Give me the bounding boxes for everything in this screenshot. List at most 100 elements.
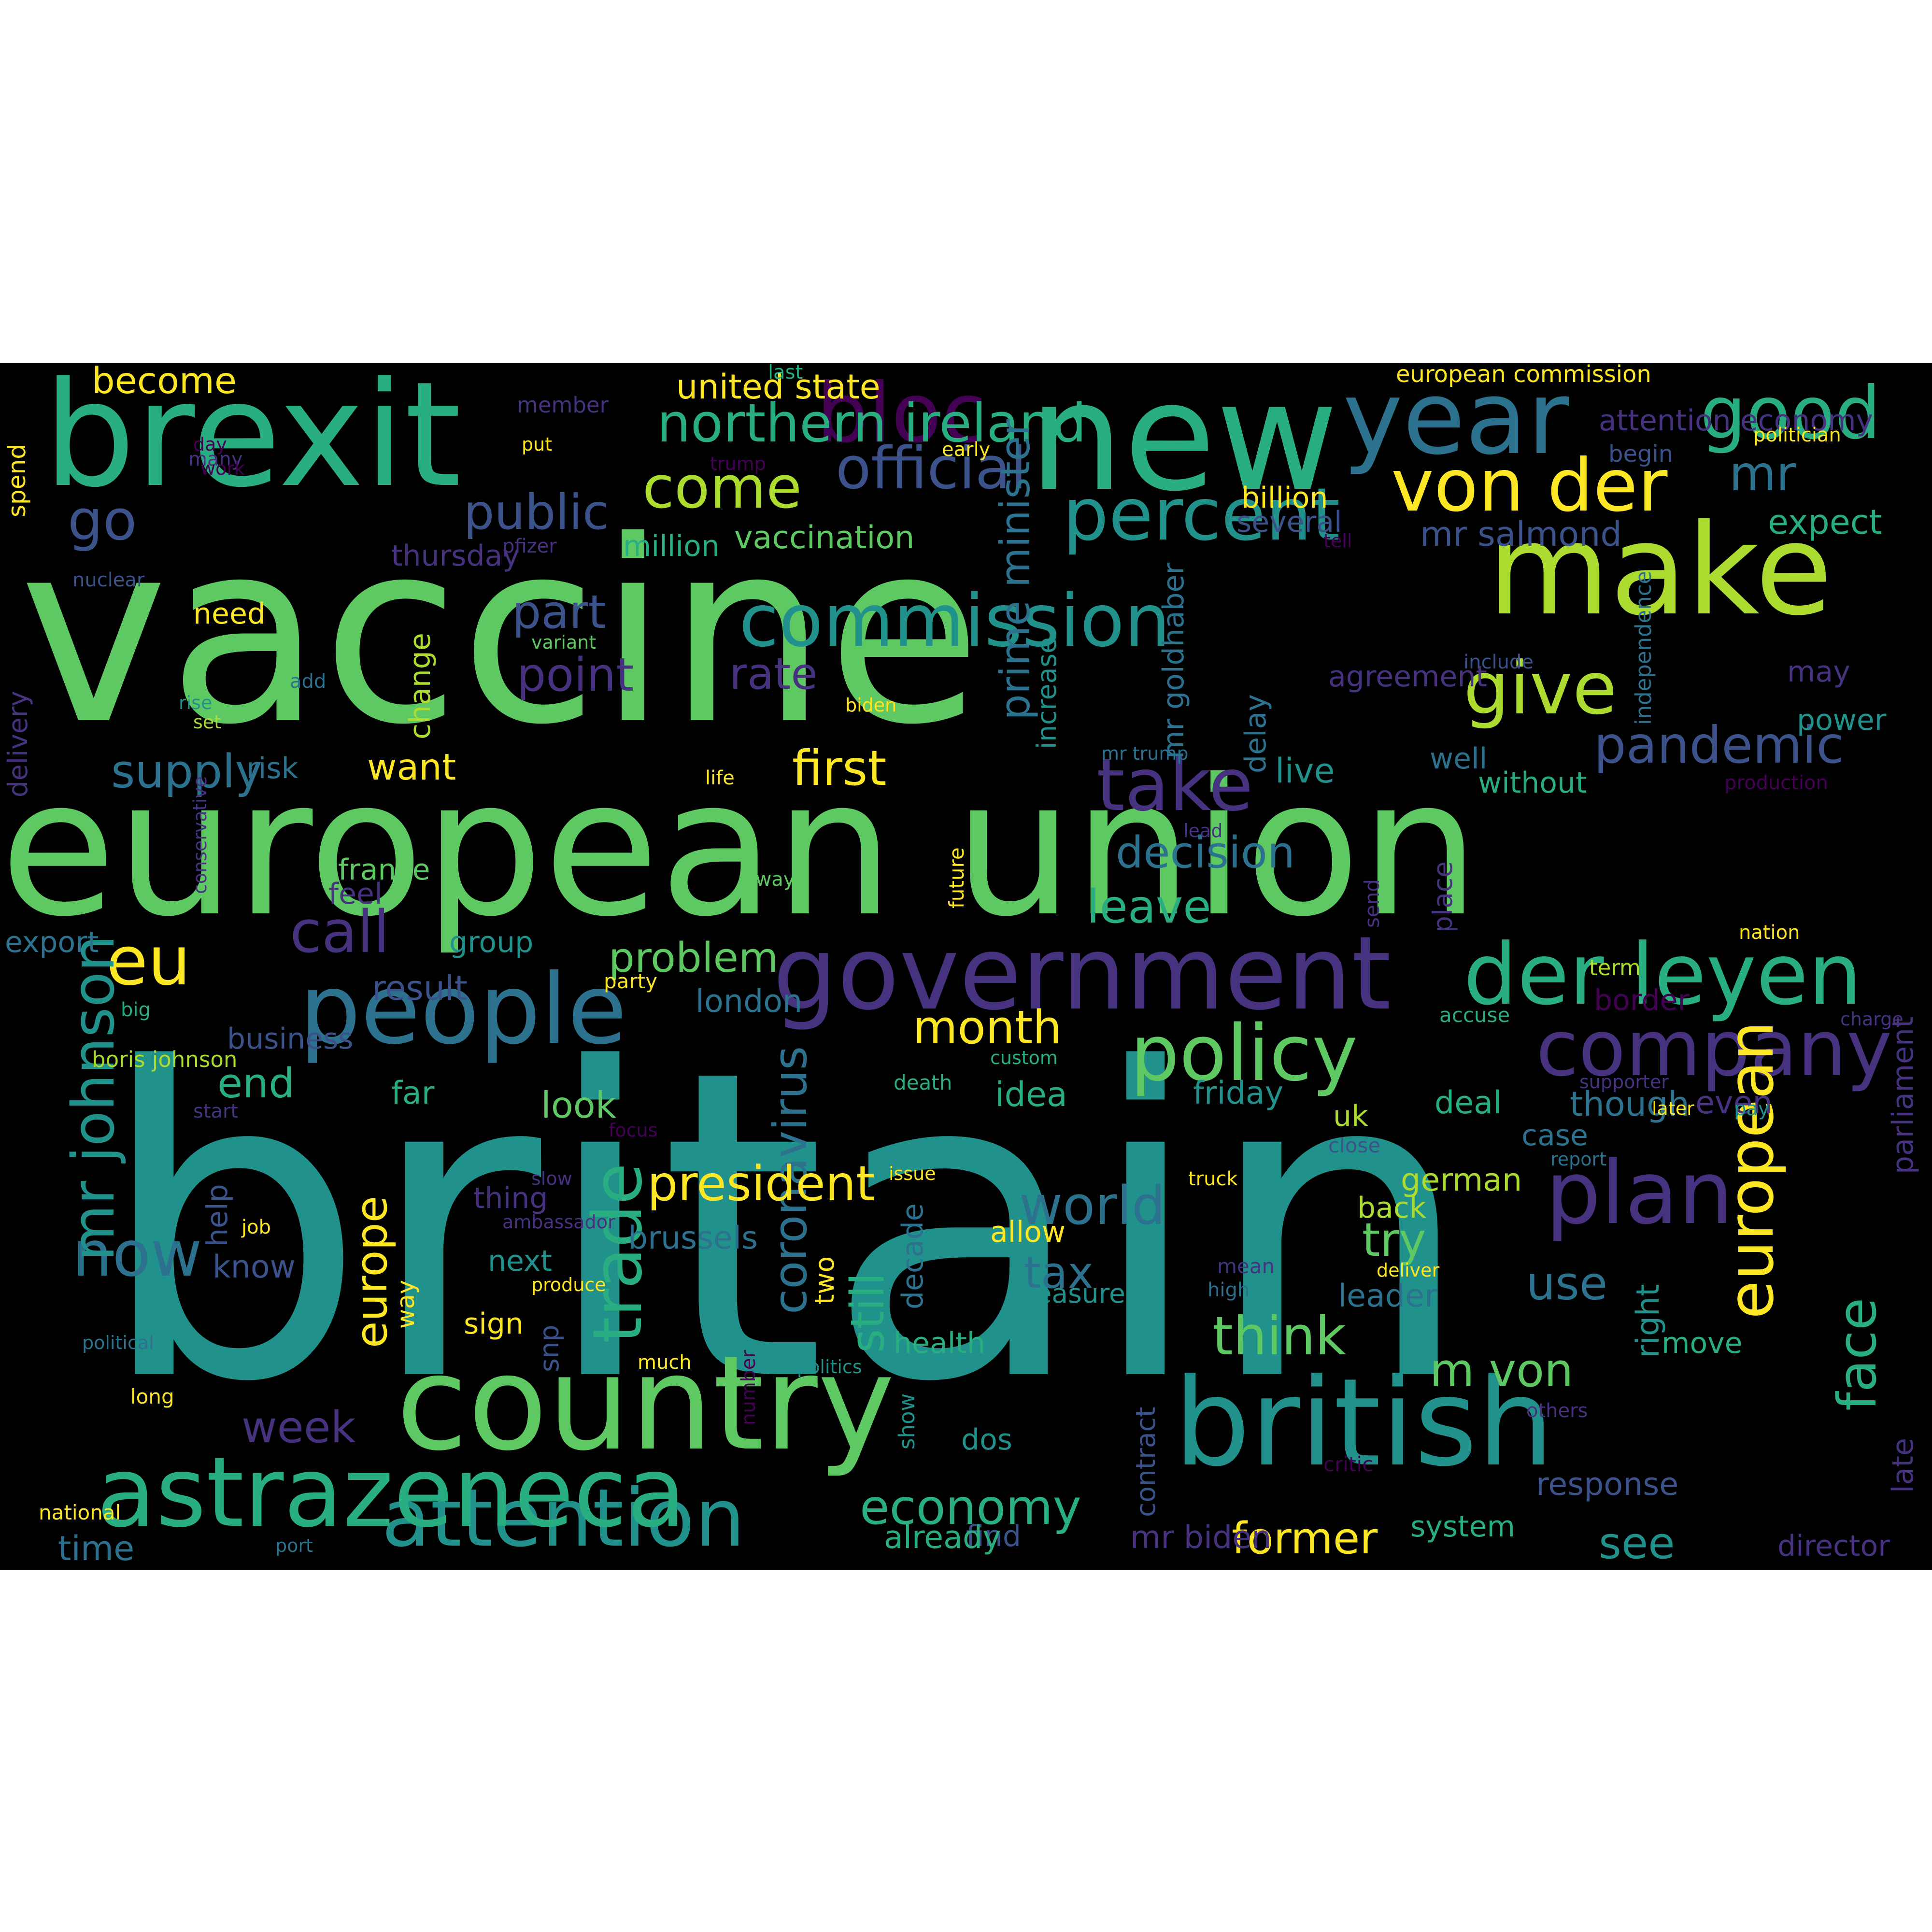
word-move: right bbox=[1633, 1284, 1664, 1358]
word-agreement: increase bbox=[1034, 637, 1060, 749]
word-mr-goldhaber: delay bbox=[1241, 694, 1270, 773]
word-thursday: change bbox=[406, 633, 435, 739]
word-boris-johnson: start bbox=[193, 1102, 238, 1121]
word-european-commission: last bbox=[768, 363, 803, 382]
word-million: need bbox=[193, 599, 266, 628]
word-slow: produce bbox=[531, 1276, 606, 1294]
word-northern-ireland: become bbox=[92, 363, 237, 399]
word-death: custom bbox=[990, 1049, 1058, 1067]
word-trump: put bbox=[522, 435, 552, 454]
word-conservative: big bbox=[121, 1000, 151, 1020]
word-trade: european bbox=[1719, 1021, 1782, 1319]
word-send: place bbox=[1430, 861, 1456, 933]
word-help: know bbox=[213, 1251, 296, 1283]
word-big: boris johnson bbox=[92, 1049, 237, 1070]
word-term: border bbox=[1594, 986, 1690, 1015]
word-independence: include bbox=[1463, 653, 1534, 672]
word-change: live bbox=[1275, 754, 1335, 788]
word-way: help bbox=[203, 1184, 232, 1247]
word-thing: number bbox=[739, 1350, 758, 1425]
word-result: export bbox=[5, 928, 99, 957]
word-mr-salmond: time bbox=[58, 1532, 134, 1565]
word-decade: measure bbox=[1009, 1280, 1125, 1307]
word-official: first bbox=[792, 744, 886, 793]
word-supporter: politician bbox=[1753, 426, 1841, 445]
word-decision: prime minister bbox=[995, 419, 1036, 720]
word-german: case bbox=[1521, 1121, 1588, 1150]
word-set: rise bbox=[179, 694, 212, 712]
word-politics: much bbox=[638, 1353, 692, 1372]
word-health: decade bbox=[898, 1203, 927, 1309]
word-world: public bbox=[464, 488, 609, 537]
word-snp: sign bbox=[464, 1309, 524, 1338]
word-find: mr biden bbox=[1130, 1522, 1271, 1553]
word-still: think bbox=[1212, 1309, 1346, 1363]
word-mr-trump: away bbox=[744, 870, 795, 889]
word-measure: allow bbox=[990, 1218, 1065, 1247]
word-united-state: vaccination bbox=[734, 522, 914, 554]
word-point: part bbox=[512, 590, 606, 636]
word-mr-biden: contract bbox=[1133, 1407, 1159, 1517]
word-early: trump bbox=[710, 455, 766, 473]
word-political: delivery bbox=[5, 691, 31, 797]
word-deal: friday bbox=[1193, 1078, 1283, 1109]
word-dos: health bbox=[894, 1329, 985, 1358]
word-right: leader bbox=[1338, 1280, 1437, 1312]
word-add: set bbox=[193, 713, 221, 731]
word-leader: back bbox=[1357, 1193, 1426, 1222]
word-president: europe bbox=[350, 1196, 394, 1348]
word-response: system bbox=[1410, 1512, 1515, 1541]
word-look: far bbox=[391, 1078, 434, 1109]
word-critic: others bbox=[1526, 1401, 1588, 1421]
word-pfizer: early bbox=[942, 440, 990, 459]
word-increase: mr goldhaber bbox=[1159, 563, 1188, 759]
word-time: week bbox=[242, 1406, 355, 1449]
word-charge: tell bbox=[1323, 532, 1352, 550]
word-late: response bbox=[1536, 1469, 1678, 1500]
word-live: without bbox=[1478, 768, 1587, 797]
word-billion: begin bbox=[1608, 442, 1673, 466]
word-put: work bbox=[200, 459, 245, 478]
word-accuse: term bbox=[1589, 957, 1641, 979]
word-high: mean bbox=[1217, 1256, 1275, 1277]
word-party: biden bbox=[845, 696, 896, 714]
word-issue: death bbox=[894, 1073, 952, 1093]
word-delivery: conservative bbox=[191, 776, 209, 894]
word-long: political bbox=[82, 1334, 154, 1352]
word-job: slow bbox=[531, 1169, 572, 1188]
word-tell: add bbox=[290, 672, 326, 691]
word-friday: idea bbox=[995, 1078, 1067, 1111]
word-politician: production bbox=[1724, 773, 1828, 793]
word-number: politics bbox=[797, 1358, 862, 1376]
word-may: independence bbox=[1633, 571, 1654, 725]
word-two: already bbox=[884, 1522, 1001, 1553]
word-allow: high bbox=[1208, 1280, 1250, 1300]
word-well: power bbox=[1797, 706, 1886, 735]
word-mean: truck bbox=[1188, 1169, 1238, 1189]
word-coronavirus: still bbox=[845, 1273, 891, 1353]
word-risk: million bbox=[623, 532, 720, 561]
word-need: thursday bbox=[391, 541, 520, 570]
word-lead: future bbox=[947, 847, 967, 909]
word-tax: use bbox=[1526, 1261, 1607, 1307]
word-london: look bbox=[541, 1087, 616, 1123]
word-u: charge bbox=[1840, 1010, 1904, 1028]
word-european: face bbox=[1831, 1298, 1884, 1411]
word-brussels: two bbox=[811, 1256, 838, 1305]
word-variant: nuclear bbox=[72, 570, 144, 590]
word-attention-economy: european commission bbox=[1396, 363, 1651, 386]
word-ambassador: way bbox=[394, 1280, 418, 1329]
word-away: lead bbox=[1183, 822, 1222, 840]
word-prime-minister: want bbox=[367, 749, 456, 785]
word-bloc: astrazeneca bbox=[97, 1445, 686, 1541]
word-others: deliver bbox=[1377, 1261, 1439, 1279]
word-director: parliament bbox=[1889, 1016, 1918, 1174]
word-future: send bbox=[1362, 879, 1382, 928]
word-now: commission bbox=[739, 585, 1170, 657]
word-work: day bbox=[193, 435, 227, 454]
word-national: long bbox=[130, 1387, 174, 1407]
word-custom: party bbox=[604, 971, 657, 992]
word-parliament: late bbox=[1889, 1438, 1918, 1493]
word-later: supporter bbox=[1579, 1073, 1669, 1091]
word-border: director bbox=[1777, 1532, 1890, 1561]
